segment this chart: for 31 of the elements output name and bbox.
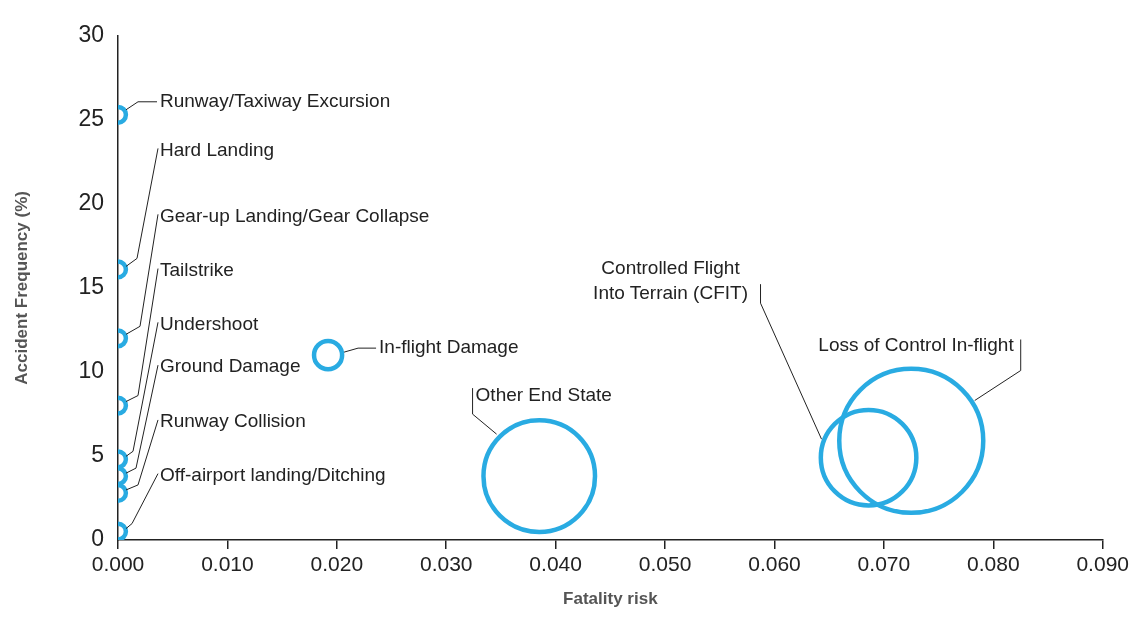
x-tick-label: 0.070 xyxy=(857,552,911,576)
y-tick-label: 20 xyxy=(78,189,104,216)
x-tick-label: 0.030 xyxy=(419,552,473,576)
annotation: Gear-up Landing/Gear Collapse xyxy=(160,204,430,226)
y-axis-title: Accident Frequency (%) xyxy=(11,191,31,385)
annotation: In-flight Damage xyxy=(379,336,519,358)
y-tick-label: 15 xyxy=(78,273,104,300)
annotation: Loss of Control In-flight xyxy=(818,333,1015,355)
x-tick-label: 0.060 xyxy=(748,552,801,576)
x-tick-label: 0.040 xyxy=(529,552,582,576)
x-tick-label: 0.090 xyxy=(1076,552,1130,576)
annotation: Off-airport landing/Ditching xyxy=(160,463,386,485)
x-tick-label: 0.050 xyxy=(638,552,692,576)
annotation: Ground Damage xyxy=(160,355,301,377)
y-tick-label: 0 xyxy=(91,525,104,552)
annotation: Hard Landing xyxy=(160,138,275,160)
x-axis-title: Fatality risk xyxy=(563,589,659,609)
x-tick-label: 0.010 xyxy=(201,552,254,576)
annotation: Runway Collision xyxy=(160,410,306,432)
y-tick-label: 10 xyxy=(78,357,104,384)
annotation: Other End State xyxy=(475,384,612,406)
x-tick-label: 0.000 xyxy=(91,552,145,576)
annotation: Undershoot xyxy=(160,312,259,334)
y-tick-label: 25 xyxy=(78,105,104,132)
annotation: Runway/Taxiway Excursion xyxy=(160,90,391,112)
x-tick-label: 0.020 xyxy=(310,552,364,576)
annotation: Tailstrike xyxy=(160,258,234,280)
annotation: Controlled Flight Into Terrain (CFIT) xyxy=(593,257,748,304)
y-tick-label: 30 xyxy=(78,21,104,48)
x-tick-label: 0.080 xyxy=(967,552,1020,576)
y-tick-label: 5 xyxy=(91,441,104,468)
